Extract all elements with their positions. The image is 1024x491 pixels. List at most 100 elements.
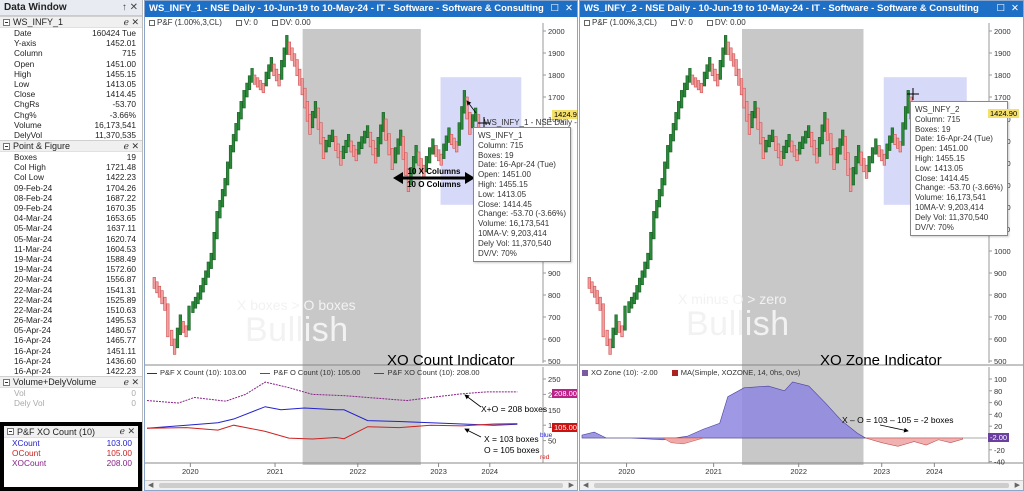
- legend-ma: MA(Simple, XOZONE, 14, 0hs, 0vs): [671, 368, 800, 377]
- scrollbar-thumb[interactable]: [594, 483, 1009, 488]
- scrollbar-thumb[interactable]: [159, 483, 563, 488]
- row-label: 09-Feb-24: [14, 203, 53, 213]
- row-label: Chg%: [14, 109, 37, 120]
- covid-period-shade: [302, 29, 421, 465]
- o-column: [319, 122, 323, 145]
- tooltip-line: Boxes: 19: [478, 150, 514, 160]
- data-row: Low 1413.05: [0, 79, 142, 89]
- o-column: [404, 152, 408, 176]
- xo-count-section-header[interactable]: P&F XO Count (10) ℯ ✕: [4, 426, 138, 438]
- chart-title-bar[interactable]: WS_INFY_1 - NSE Daily - 10-Jun-19 to 10-…: [145, 1, 577, 17]
- o-column: [742, 87, 746, 109]
- row-value: 1451.00: [106, 58, 136, 69]
- legend-xo-count: P&F XO Count (10): 208.00: [374, 368, 480, 377]
- tooltip-line: High: 1455.15: [478, 179, 528, 189]
- price-tick-label: 1900: [994, 49, 1011, 58]
- o-column: [849, 168, 853, 192]
- x-column: [196, 292, 200, 305]
- collapse-icon[interactable]: [3, 378, 10, 386]
- tooltip-line: Dely Vol: 11,370,540: [478, 238, 552, 248]
- x-column: [782, 145, 786, 159]
- chart-legend: P&F (1.00%,3,CL) V: 0 DV: 0.00: [145, 17, 577, 28]
- x-column: [611, 327, 615, 349]
- o-column: [859, 151, 863, 166]
- x-column: [175, 327, 180, 349]
- row-value: 160424 Tue: [92, 28, 136, 38]
- x-column: [239, 101, 243, 120]
- row-value: 1653.65: [106, 213, 136, 224]
- tooltip-line: Open: 1451.00: [478, 170, 531, 180]
- section-header-pf[interactable]: Point & Figure ℯ ✕: [0, 140, 142, 153]
- x-column: [365, 125, 370, 138]
- tooltip-line: Volume: 16,173,541: [915, 193, 987, 203]
- pf-chart-canvas-right[interactable]: 2000190018001700160015001400130012001100…: [580, 1, 1024, 491]
- horizontal-scrollbar[interactable]: ◀ ▶: [145, 480, 577, 490]
- row-label: Y-axis: [14, 38, 37, 49]
- x-column: [657, 189, 662, 208]
- o-count-value-tag: 105.00: [552, 423, 577, 432]
- o-column: [163, 296, 167, 311]
- row-value: 1687.22: [106, 192, 136, 203]
- x-column: [804, 130, 808, 144]
- x-column: [640, 270, 644, 286]
- horizontal-scrollbar[interactable]: ◀ ▶: [580, 480, 1023, 490]
- chart-title-bar[interactable]: WS_INFY_2 - NSE Daily - 10-Jun-19 to 10-…: [580, 1, 1023, 17]
- o-column: [152, 277, 156, 289]
- price-tick-label: 600: [548, 335, 561, 344]
- section-header-infy[interactable]: WS_INFY_1 ℯ ✕: [0, 16, 142, 28]
- o-column: [434, 145, 438, 157]
- o-column: [417, 151, 421, 166]
- xo-count-value-tag: 208.00: [552, 389, 577, 398]
- o-column: [334, 136, 338, 151]
- row-value: -53.70: [112, 99, 136, 110]
- row-value: 1413.05: [106, 78, 136, 89]
- collapse-icon[interactable]: [3, 142, 10, 150]
- price-tick-label: 900: [548, 269, 561, 278]
- o-column: [825, 118, 830, 141]
- x-column: [660, 178, 664, 197]
- section-header-vol[interactable]: Volume+DelyVolume ℯ ✕: [0, 376, 142, 389]
- x-column: [341, 145, 346, 159]
- maximize-icon[interactable]: ☐: [996, 3, 1006, 14]
- row-label: OCount: [12, 448, 41, 459]
- x-column: [680, 90, 684, 109]
- x-column: [817, 137, 822, 157]
- o-column: [253, 74, 257, 85]
- arrow-right-head: [465, 172, 475, 184]
- data-row: 16-Apr-24 1451.11: [0, 346, 142, 356]
- x-column: [874, 138, 878, 155]
- section-controls[interactable]: ℯ ✕: [119, 426, 135, 436]
- chart-panel-right[interactable]: WS_INFY_2 - NSE Daily - 10-Jun-19 to 10-…: [579, 0, 1024, 491]
- data-row: Close 1414.45: [0, 89, 142, 99]
- close-icon[interactable]: ✕: [1011, 3, 1019, 14]
- o-column: [339, 150, 343, 166]
- close-icon[interactable]: ✕: [565, 3, 573, 14]
- x-column: [677, 101, 681, 120]
- maximize-icon[interactable]: ☐: [550, 3, 560, 14]
- collapse-icon[interactable]: [7, 428, 14, 435]
- o-column: [877, 145, 881, 157]
- data-window-controls[interactable]: ↑ ✕: [121, 2, 138, 13]
- o-column: [608, 338, 612, 355]
- x-column: [424, 156, 429, 173]
- x-column: [187, 305, 191, 331]
- row-label: Column: [14, 48, 43, 59]
- section-controls[interactable]: ℯ ✕: [123, 16, 139, 27]
- x-column: [414, 145, 418, 164]
- collapse-icon[interactable]: [3, 18, 10, 26]
- row-value: 1451.11: [106, 345, 136, 356]
- section-controls[interactable]: ℯ ✕: [123, 376, 139, 387]
- o-column: [729, 47, 733, 61]
- o-column: [305, 101, 310, 122]
- section-controls[interactable]: ℯ ✕: [123, 140, 139, 151]
- overlay-caption: X boxes > O boxes: [237, 297, 356, 313]
- o-column: [595, 290, 599, 305]
- x-column: [310, 111, 315, 129]
- row-label: ChgRs: [14, 99, 40, 110]
- chart-panel-left[interactable]: WS_INFY_1 - NSE Daily - 10-Jun-19 to 10-…: [144, 0, 578, 491]
- time-tick-label: 2022: [790, 467, 807, 476]
- o-column: [290, 47, 294, 61]
- x-column: [250, 68, 254, 83]
- x-column: [282, 47, 286, 68]
- o-column: [880, 149, 884, 162]
